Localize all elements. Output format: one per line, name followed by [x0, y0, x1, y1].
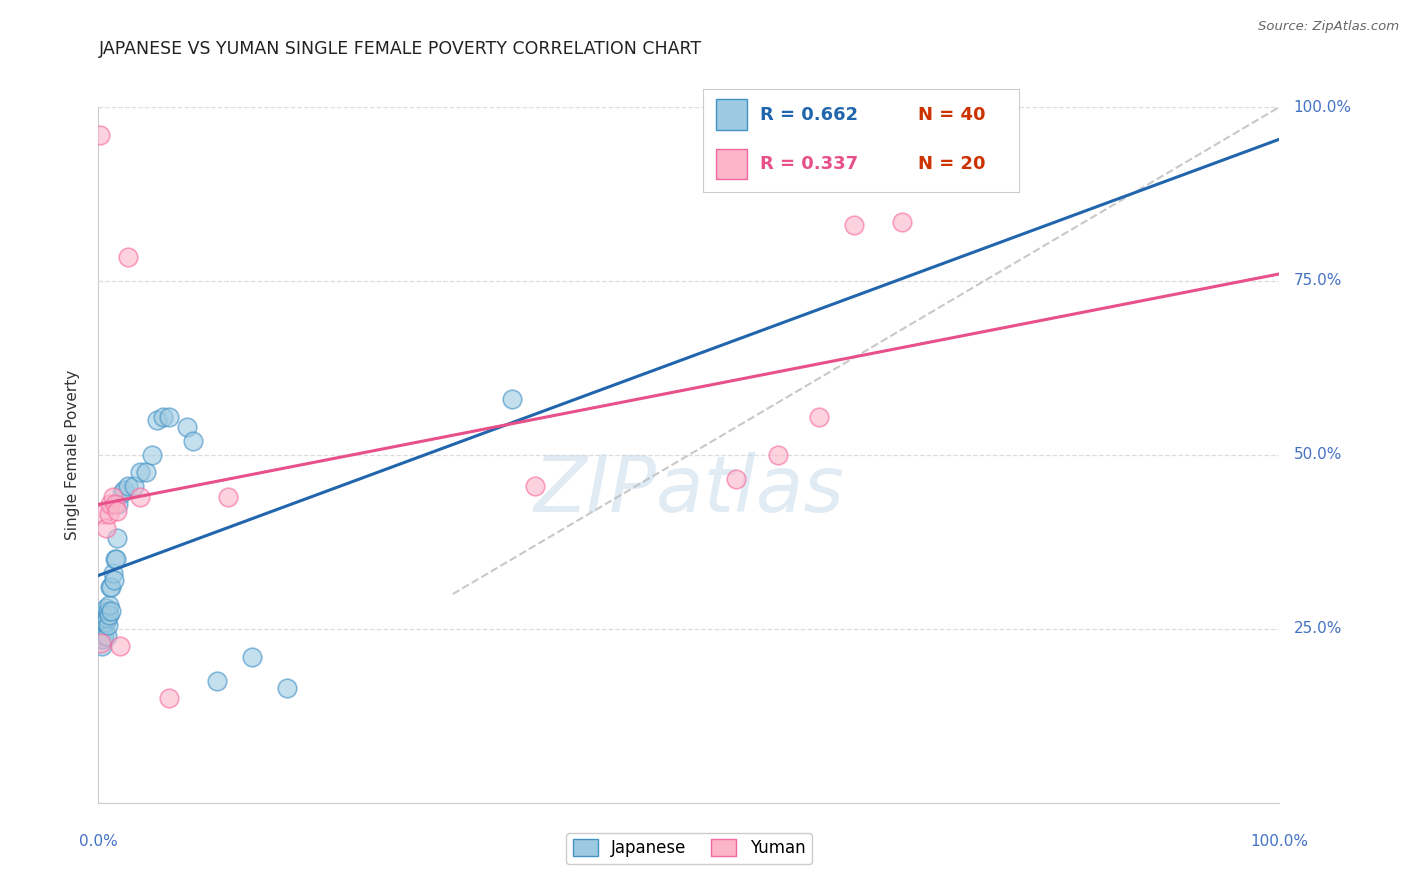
Point [141, 448, 163, 462]
Point [128, 466, 150, 480]
Point [157, 409, 180, 424]
Point [844, 219, 866, 233]
Point [90, 636, 112, 650]
Point [890, 215, 912, 229]
Point [766, 448, 789, 462]
Point [181, 434, 204, 448]
Text: 100.0%: 100.0% [1250, 834, 1309, 849]
Point [501, 392, 523, 407]
Point [807, 409, 830, 424]
Point [276, 681, 298, 695]
Point [100, 580, 122, 594]
Point [94, 601, 117, 615]
Point [100, 605, 122, 619]
Point [135, 466, 157, 480]
Point [128, 490, 150, 504]
Point [90, 632, 112, 647]
Point [105, 532, 128, 546]
Point [98, 497, 121, 511]
Point [117, 479, 139, 493]
Point [93, 629, 115, 643]
Point [93, 615, 115, 629]
Point [91, 625, 114, 640]
Point [103, 573, 125, 587]
Point [98, 580, 121, 594]
Point [94, 615, 117, 629]
Bar [716, 149, 748, 179]
Point [205, 674, 228, 689]
Text: R = 0.662: R = 0.662 [759, 106, 858, 124]
Text: 25.0%: 25.0% [1294, 622, 1341, 636]
Point [111, 486, 134, 500]
Point [105, 552, 128, 566]
Point [98, 607, 121, 622]
Point [98, 507, 121, 521]
Point [112, 483, 135, 497]
Point [176, 420, 198, 434]
Point [91, 607, 114, 622]
Point [91, 639, 114, 653]
Point [146, 413, 169, 427]
Point [117, 250, 139, 264]
Text: 75.0%: 75.0% [1294, 274, 1341, 288]
Point [94, 521, 117, 535]
Point [104, 552, 127, 566]
Text: 50.0%: 50.0% [1294, 448, 1341, 462]
Text: ZIPatlas: ZIPatlas [533, 451, 845, 528]
Point [96, 629, 118, 643]
Point [122, 479, 145, 493]
Point [105, 503, 128, 517]
Text: N = 20: N = 20 [918, 155, 986, 173]
Text: Source: ZipAtlas.com: Source: ZipAtlas.com [1258, 20, 1399, 33]
Text: 0.0%: 0.0% [79, 834, 118, 849]
Point [96, 611, 118, 625]
Point [152, 409, 174, 424]
Text: N = 40: N = 40 [918, 106, 986, 124]
Text: JAPANESE VS YUMAN SINGLE FEMALE POVERTY CORRELATION CHART: JAPANESE VS YUMAN SINGLE FEMALE POVERTY … [98, 40, 702, 58]
Y-axis label: Single Female Poverty: Single Female Poverty [65, 370, 80, 540]
Point [157, 691, 180, 706]
Point [97, 618, 120, 632]
Bar [716, 99, 748, 130]
Point [101, 566, 124, 581]
Point [524, 479, 547, 493]
Legend: Japanese, Yuman: Japanese, Yuman [567, 832, 811, 864]
Point [107, 497, 129, 511]
Text: R = 0.337: R = 0.337 [759, 155, 858, 173]
Point [725, 472, 748, 486]
Point [97, 605, 120, 619]
Point [108, 639, 131, 653]
Point [91, 507, 114, 521]
Text: 100.0%: 100.0% [1294, 100, 1351, 114]
Point [91, 632, 114, 647]
Point [89, 128, 111, 142]
Point [217, 490, 239, 504]
Point [98, 598, 121, 612]
Point [101, 490, 124, 504]
Point [240, 649, 263, 664]
Point [104, 497, 127, 511]
